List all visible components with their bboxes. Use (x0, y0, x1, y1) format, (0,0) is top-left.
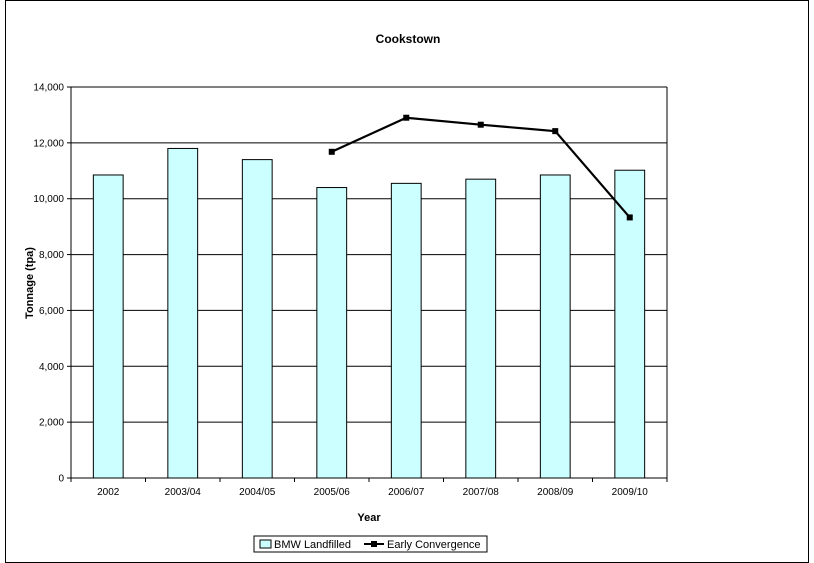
bar-series (92, 147, 646, 479)
x-tick-labels: 2002 2003/04 2004/05 2005/06 2006/07 2007/08 2… (97, 487, 648, 498)
y-tick-label: 0 (58, 474, 64, 485)
bar-2005/06 (316, 187, 348, 479)
bar-2003/04 (167, 147, 199, 479)
x-tick-label: 2006/07 (388, 487, 425, 498)
x-axis-title: Year (357, 512, 381, 524)
legend-label-bmw-landfilled: BMW Landfilled (274, 539, 351, 551)
legend-label-early-convergence: Early Convergence (387, 539, 481, 551)
y-tick-label: 6,000 (39, 306, 64, 317)
legend-swatch-bmw-landfilled (259, 539, 272, 549)
bar-2006/07 (390, 182, 422, 479)
early-convergence-point (328, 148, 335, 155)
legend-marker-early-convergence (371, 541, 377, 547)
axes (67, 86, 668, 482)
early-convergence-point (626, 214, 633, 221)
y-tick-label: 14,000 (33, 83, 64, 94)
x-tick-label: 2003/04 (165, 487, 202, 498)
bar-2004/05 (241, 159, 273, 479)
x-tick-label: 2002 (97, 487, 120, 498)
x-tick-label: 2005/06 (314, 487, 351, 498)
y-axis-title: Tonnage (tpa) (24, 247, 36, 319)
y-tick-label: 2,000 (39, 418, 64, 429)
x-tick-label: 2007/08 (463, 487, 500, 498)
bar-2007/08 (465, 178, 497, 479)
line-series (328, 114, 633, 221)
x-tick-label: 2004/05 (239, 487, 276, 498)
y-tick-label: 12,000 (33, 138, 64, 149)
x-tick-label: 2009/10 (612, 487, 649, 498)
y-tick-label: 4,000 (39, 362, 64, 373)
early-convergence-point (477, 121, 484, 128)
plot-area (71, 87, 667, 478)
y-tick-labels: 0 2,000 4,000 6,000 8,000 10,000 12,000 14,000 (33, 83, 64, 485)
early-convergence-point (552, 128, 559, 135)
bar-2008/09 (539, 174, 571, 479)
chart-title: Cookstown (376, 32, 441, 46)
y-tick-label: 10,000 (33, 194, 64, 205)
bar-2002 (92, 174, 124, 479)
y-tick-label: 8,000 (39, 250, 64, 261)
early-convergence-point (403, 114, 410, 121)
x-tick-label: 2008/09 (537, 487, 574, 498)
legend: BMW Landfilled Early Convergence (253, 535, 488, 553)
